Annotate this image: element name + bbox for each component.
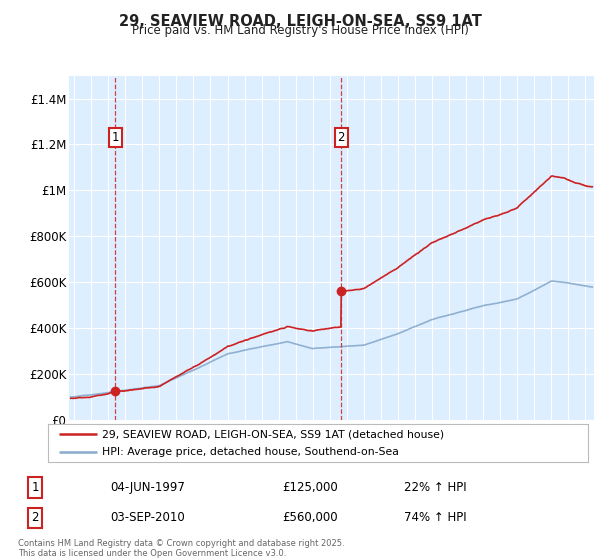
Text: 03-SEP-2010: 03-SEP-2010 xyxy=(110,511,185,524)
Text: 04-JUN-1997: 04-JUN-1997 xyxy=(110,481,185,494)
Text: Contains HM Land Registry data © Crown copyright and database right 2025.
This d: Contains HM Land Registry data © Crown c… xyxy=(18,539,344,558)
Text: 2: 2 xyxy=(337,131,345,144)
Text: £560,000: £560,000 xyxy=(283,511,338,524)
Text: 29, SEAVIEW ROAD, LEIGH-ON-SEA, SS9 1AT (detached house): 29, SEAVIEW ROAD, LEIGH-ON-SEA, SS9 1AT … xyxy=(102,429,444,439)
Text: £125,000: £125,000 xyxy=(283,481,338,494)
Text: HPI: Average price, detached house, Southend-on-Sea: HPI: Average price, detached house, Sout… xyxy=(102,447,399,457)
Text: 29, SEAVIEW ROAD, LEIGH-ON-SEA, SS9 1AT: 29, SEAVIEW ROAD, LEIGH-ON-SEA, SS9 1AT xyxy=(119,14,481,29)
Text: Price paid vs. HM Land Registry's House Price Index (HPI): Price paid vs. HM Land Registry's House … xyxy=(131,24,469,37)
Text: 1: 1 xyxy=(112,131,119,144)
Text: 1: 1 xyxy=(31,481,39,494)
Text: 22% ↑ HPI: 22% ↑ HPI xyxy=(404,481,466,494)
Text: 2: 2 xyxy=(31,511,39,524)
Text: 74% ↑ HPI: 74% ↑ HPI xyxy=(404,511,466,524)
